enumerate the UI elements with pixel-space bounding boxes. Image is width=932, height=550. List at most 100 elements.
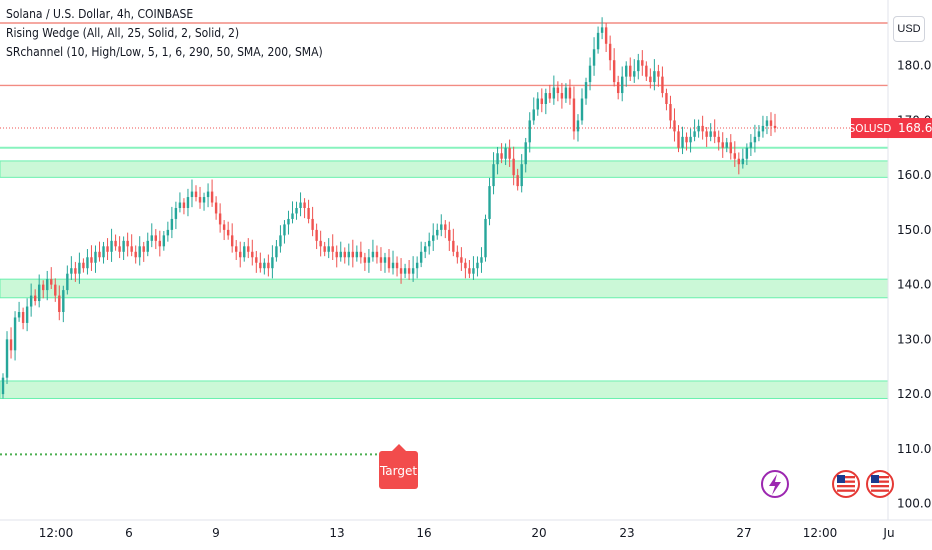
candle-body: [496, 153, 499, 165]
candle-body: [190, 191, 194, 198]
candle-body: [395, 262, 399, 269]
us-flag-icon-stripe: [837, 476, 855, 479]
indicator-srchannel[interactable]: SRchannel (10, High/Low, 5, 1, 6, 290, 5…: [6, 45, 323, 59]
candle-body: [456, 251, 459, 258]
candle-body: [717, 136, 720, 143]
candle: [202, 192, 206, 211]
indicator-rising-wedge[interactable]: Rising Wedge (All, All, 25, Solid, 2, So…: [6, 26, 240, 40]
candle: [58, 285, 61, 321]
candle-body: [625, 65, 628, 77]
candle: [267, 254, 270, 277]
candle-body: [198, 197, 202, 203]
us-flag-icon-stripe: [837, 489, 855, 492]
candle-body: [50, 279, 53, 285]
candle: [114, 234, 117, 251]
candle: [733, 141, 736, 167]
support-zone: [0, 160, 889, 178]
candle: [753, 124, 757, 153]
candle-body: [492, 164, 495, 187]
candle: [82, 258, 85, 273]
candle: [110, 228, 113, 262]
candle: [13, 311, 17, 361]
candle-body: [206, 191, 210, 198]
candle-body: [500, 153, 503, 159]
candle: [295, 201, 298, 220]
candle-body: [584, 82, 588, 99]
candle-body: [556, 87, 560, 94]
candle: [588, 57, 592, 91]
x-tick-label: 27: [736, 526, 751, 540]
candle-body: [271, 257, 274, 269]
y-tick-label: 100.00: [897, 497, 932, 511]
candle-body: [210, 191, 214, 203]
candle-body: [259, 262, 262, 269]
candle: [721, 132, 724, 158]
candle: [29, 283, 33, 317]
candle: [769, 112, 773, 137]
candle-body: [235, 246, 238, 252]
lightning-icon: [761, 470, 789, 498]
candle: [677, 125, 680, 153]
us-flag-icon: [832, 470, 860, 498]
candle-body: [255, 257, 258, 263]
candle: [146, 232, 149, 257]
candle-body: [444, 224, 447, 230]
candle-body: [363, 257, 367, 263]
currency-button[interactable]: USD: [893, 16, 925, 42]
candle-body: [685, 136, 688, 143]
candle-body: [440, 224, 443, 230]
candle: [419, 241, 423, 268]
candle: [757, 125, 761, 142]
candle: [584, 77, 588, 105]
candle-body: [166, 229, 170, 236]
candle-body: [162, 235, 166, 247]
candle: [492, 152, 495, 195]
candle: [440, 214, 443, 237]
candle: [263, 258, 266, 275]
candle-body: [432, 235, 435, 241]
candle: [596, 26, 600, 54]
candle: [568, 79, 572, 105]
candle-body: [182, 202, 186, 208]
candle: [198, 186, 202, 209]
candle-body: [568, 87, 572, 99]
candle-body: [106, 246, 109, 252]
candle: [468, 260, 471, 279]
candle: [484, 214, 487, 262]
candle-body: [307, 208, 310, 219]
candle-body: [33, 295, 37, 302]
candle: [170, 206, 174, 239]
candle-body: [749, 142, 753, 148]
y-tick-label: 160.00: [897, 168, 932, 182]
candle-body: [243, 246, 246, 258]
x-tick-label: 20: [531, 526, 546, 540]
candle: [206, 183, 210, 208]
candle-body: [665, 93, 668, 104]
candle: [126, 232, 129, 257]
candle-body: [251, 251, 254, 258]
price-tag-text: 168.61: [898, 121, 932, 135]
x-tick-label: 12:00: [803, 526, 838, 540]
candle-body: [564, 87, 568, 99]
candle: [379, 247, 383, 271]
candle-body: [331, 246, 334, 252]
candle-body: [37, 284, 41, 302]
candle: [713, 119, 716, 144]
candle-body: [239, 251, 242, 258]
candle: [371, 239, 375, 262]
candle: [729, 134, 732, 160]
candle: [512, 146, 515, 186]
candle: [725, 137, 728, 153]
candle: [749, 134, 753, 156]
candle: [138, 236, 141, 266]
candle-body: [158, 240, 162, 247]
candle: [653, 59, 656, 91]
candle: [255, 250, 258, 273]
candle: [42, 280, 45, 299]
support-zone: [0, 380, 889, 399]
candle-body: [90, 257, 93, 263]
candle: [214, 196, 218, 220]
x-tick-label: 9: [212, 526, 220, 540]
candle: [162, 230, 166, 251]
